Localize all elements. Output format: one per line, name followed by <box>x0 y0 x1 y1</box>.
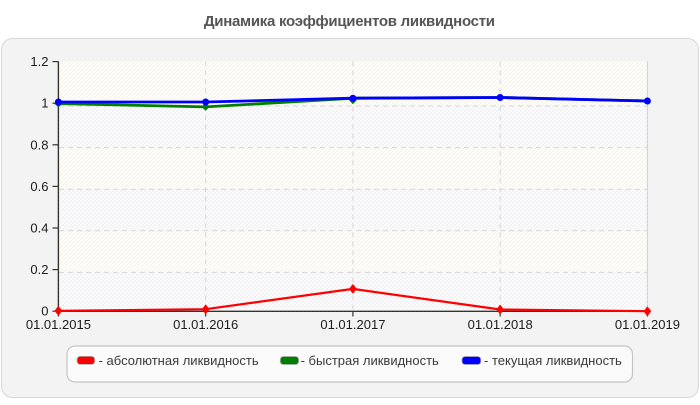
svg-text:0.2: 0.2 <box>30 262 48 277</box>
svg-text:01.01.2017: 01.01.2017 <box>320 317 385 332</box>
svg-text:01.01.2018: 01.01.2018 <box>468 317 533 332</box>
svg-text:0.6: 0.6 <box>30 179 48 194</box>
svg-text:0.4: 0.4 <box>30 221 48 236</box>
svg-text:Динамика коэффициентов ликвидн: Динамика коэффициентов ликвидности <box>204 13 495 30</box>
svg-text:- быстрая ликвидность: - быстрая ликвидность <box>301 353 439 368</box>
svg-text:- абсолютная ликвидность: - абсолютная ликвидность <box>99 353 259 368</box>
svg-text:01.01.2015: 01.01.2015 <box>26 317 91 332</box>
svg-text:0.8: 0.8 <box>30 137 48 152</box>
svg-text:01.01.2016: 01.01.2016 <box>173 317 238 332</box>
svg-text:1: 1 <box>41 96 48 111</box>
svg-text:1.2: 1.2 <box>30 54 48 69</box>
svg-text:0: 0 <box>41 304 48 319</box>
svg-text:01.01.2019: 01.01.2019 <box>615 317 680 332</box>
svg-text:- текущая ликвидность: - текущая ликвидность <box>484 353 622 368</box>
